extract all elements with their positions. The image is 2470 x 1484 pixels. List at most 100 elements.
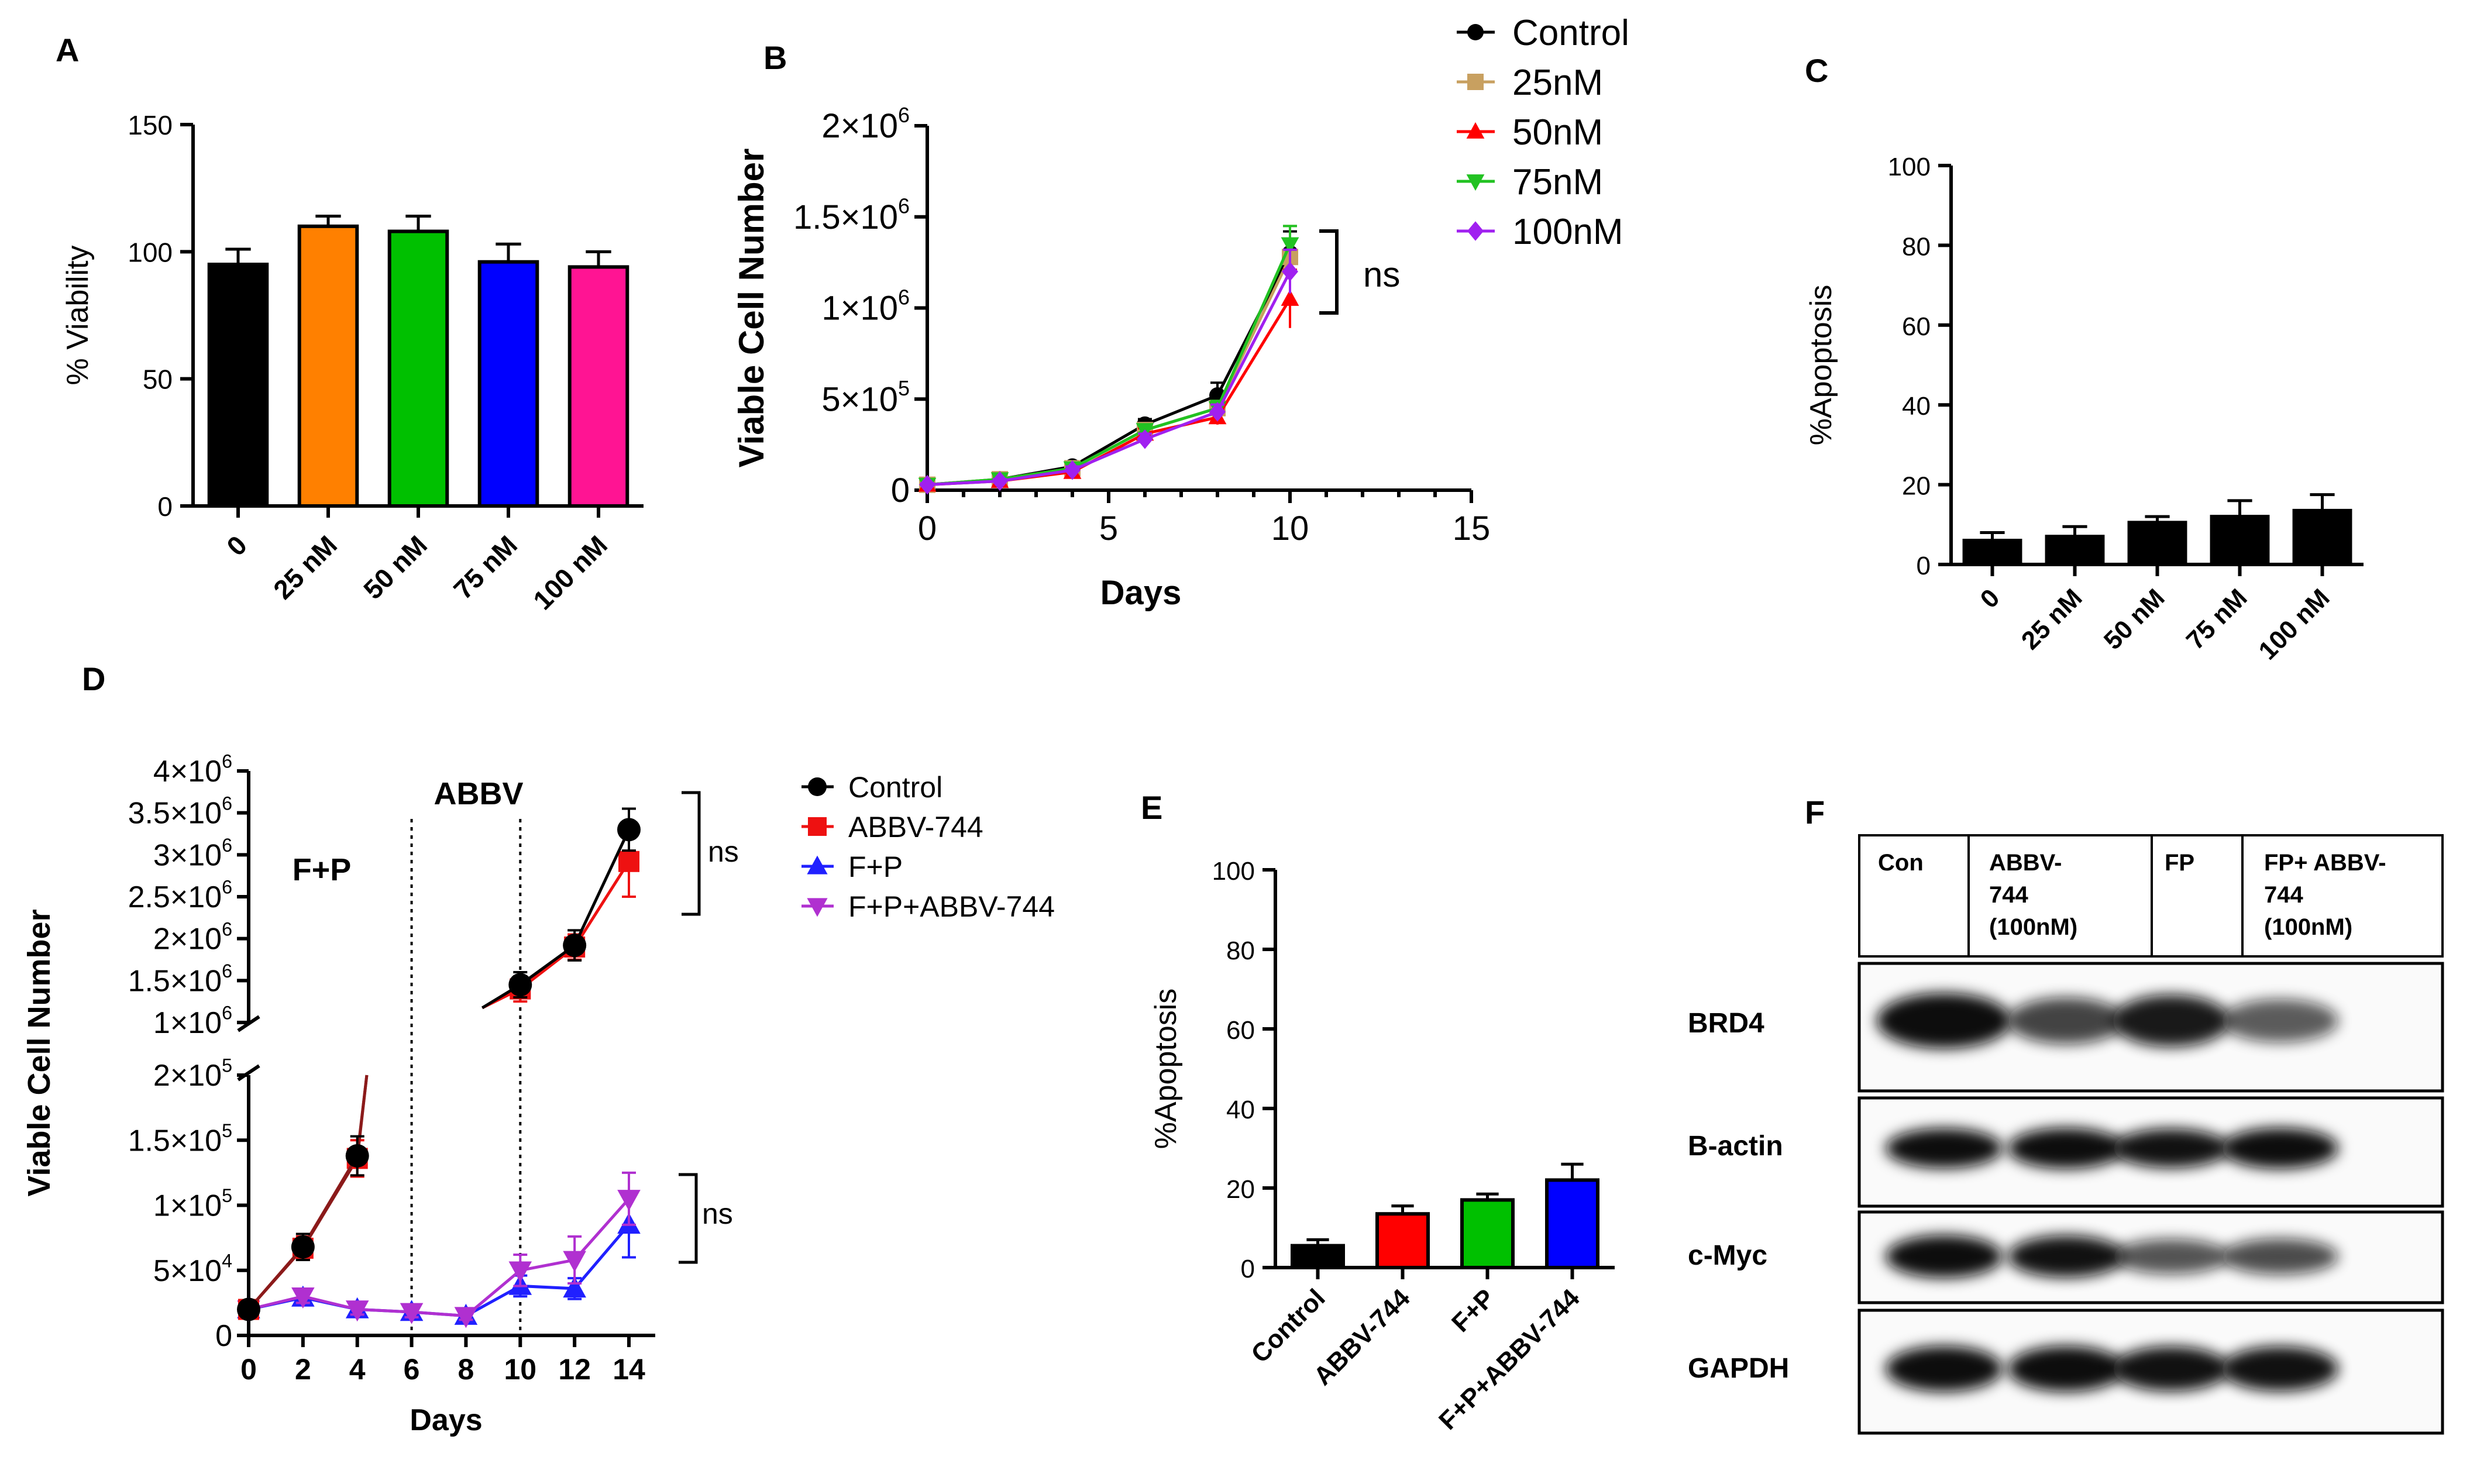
ns-bracket-upper [682,791,701,916]
data-point [1137,429,1153,449]
data-point [563,1251,586,1272]
y-tick-label-base: 2×10 [153,1059,222,1093]
blot-label: GAPDH [1688,1353,1789,1384]
lane-label-2: (100nM) [1989,914,2077,940]
lane-label-4: (100nM) [2264,914,2352,940]
y-tick-label-base: 3.5×10 [128,797,222,831]
bar-abbv-744 [1375,1212,1430,1269]
y-tick-label-base: 1.5×10 [793,198,898,236]
blot-band [1886,1345,2003,1392]
x-tick-label: 25 nM [267,529,343,605]
lane-label-2: 744 [1989,882,2028,908]
y-tick-label-exp: 6 [898,103,910,127]
y-tick-label: 80 [1226,936,1255,965]
lane-label-4: FP+ ABBV- [2264,850,2386,876]
data-point [563,934,587,958]
y-tick-label-base: 1×10 [821,290,898,328]
y-tick-label-exp: 6 [898,285,910,309]
y-tick-label-exp: 5 [222,1120,232,1141]
y-tick-label: 3.5×106 [128,793,232,830]
legend-marker [808,817,827,836]
lane-label-2: ABBV- [1989,850,2062,876]
y-tick-label-exp: 5 [222,1185,232,1206]
legend-label: F+P+ABBV-744 [848,890,1055,923]
data-point [454,1307,478,1328]
ns-annotation-upper: ns [708,835,739,868]
legend-label: 25nM [1512,63,1603,103]
bar-75-nm [477,260,539,508]
x-tick-label: 5 [1099,509,1118,548]
y-tick-label-base: 0 [891,471,910,509]
data-point [1282,261,1298,281]
y-tick-label-base: 1.5×10 [128,1124,222,1158]
blot-label: c-Myc [1688,1240,1767,1271]
y-tick-label: 2×105 [153,1055,232,1093]
y-tick-label-base: 2×10 [153,922,222,956]
ns-bracket [1319,229,1339,315]
x-tick-label: 0 [1975,583,2005,614]
legend-marker [807,855,828,874]
blot-band [1886,1128,2003,1169]
y-tick-label-base: 1×10 [153,1189,222,1223]
series-line [927,243,1292,487]
x-tick-label: 50 nM [357,529,433,605]
blot-band [2008,1345,2125,1392]
legend-marker [808,777,827,796]
blot-band [2008,1235,2125,1278]
blot-band [1877,993,2011,1049]
chart-panel-d: 05×1041×1051.5×1052×1051×1061.5×1062×106… [22,751,1055,1437]
bar-75-nm [2210,515,2270,566]
y-tick-label-base: 2.5×10 [128,880,222,914]
y-tick-label: 1×105 [153,1185,232,1223]
x-tick-label: 100 nM [2253,583,2335,665]
y-axis-label: % Viability [61,246,95,385]
data-point [617,818,641,842]
y-tick-label: 60 [1902,312,1931,341]
y-tick-label: 100 [1212,857,1255,886]
y-tick-label: 1×106 [821,285,910,327]
x-tick-label: 10 [1271,509,1309,548]
y-tick-label-exp: 6 [222,751,232,772]
blot-band [2113,1128,2230,1168]
legend-label: 75nM [1512,162,1603,202]
y-axis-label: %Apoptosis [1149,989,1183,1149]
bar-50-nm [2127,521,2187,567]
y-axis-label: %Apoptosis [1804,285,1838,446]
y-tick-label-exp: 4 [222,1250,232,1271]
x-tick-label: 6 [404,1353,420,1386]
legend-marker [1466,174,1485,191]
chart-panel-a: 0 50 100 150 0 25 nM 50 nM 75 nM 100 nM % Viabili… [61,110,644,615]
bar-0 [1962,539,2022,567]
panel-letter-f: F [1805,794,1825,831]
y-tick-label: 2×106 [821,103,910,145]
data-point [400,1303,424,1324]
x-tick-label: 2 [295,1353,311,1386]
blot-band [2008,997,2125,1044]
y-tick-label: 40 [1226,1096,1255,1124]
data-point [508,1261,532,1283]
y-tick-label: 2.5×106 [128,877,232,914]
y-tick-label: 100 [1888,153,1931,181]
x-tick-label: 0 [221,529,253,562]
data-point [563,1276,586,1298]
y-tick-label: 5×104 [153,1250,232,1287]
x-tick-label: 14 [613,1353,645,1386]
y-tick-label-exp: 6 [222,960,232,982]
x-tick-label: 75 nM [448,529,523,605]
series-line [927,271,1292,487]
x-tick-label: 100 nM [527,529,613,615]
bar-0 [207,263,269,508]
y-tick-label: 5×105 [821,376,910,418]
y-tick-label-base: 0 [215,1319,232,1353]
blot-label: BRD4 [1688,1008,1764,1039]
blot-band [2113,1346,2230,1392]
y-tick-label: 0 [157,491,173,522]
data-point [291,1287,315,1309]
y-tick-label: 2×106 [153,918,232,956]
y-axis-label: Viable Cell Number [732,149,771,468]
y-tick-label-base: 3×10 [153,838,222,872]
y-tick-label: 20 [1226,1175,1255,1204]
